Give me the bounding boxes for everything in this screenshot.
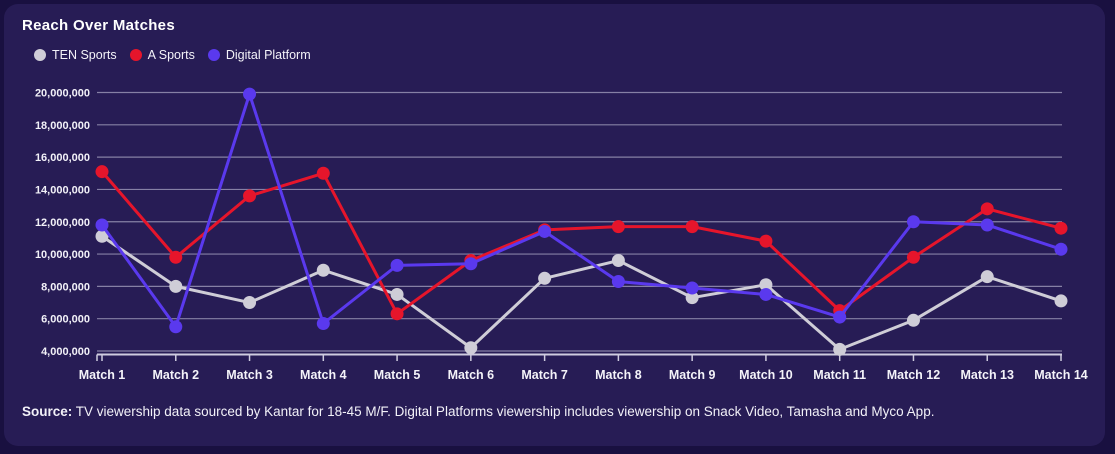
data-point-digital-platform[interactable]	[169, 320, 183, 334]
data-point-digital-platform[interactable]	[390, 258, 404, 272]
data-point-ten-sports[interactable]	[95, 229, 109, 243]
data-point-digital-platform[interactable]	[538, 224, 552, 238]
y-axis-tick-label: 20,000,000	[35, 88, 90, 100]
data-point-digital-platform[interactable]	[759, 287, 773, 301]
data-point-digital-platform[interactable]	[833, 310, 847, 324]
series-line-digital-platform	[100, 92, 1063, 329]
source-label: Source:	[22, 404, 73, 419]
data-point-ten-sports[interactable]	[169, 279, 183, 293]
data-point-a-sports[interactable]	[1054, 221, 1068, 235]
data-point-ten-sports[interactable]	[538, 271, 552, 285]
data-point-ten-sports[interactable]	[390, 287, 404, 301]
x-axis-tick-label: Match 11	[813, 368, 866, 382]
y-axis-tick-label: 10,000,000	[35, 249, 90, 261]
legend-marker-icon	[207, 49, 220, 61]
legend-item-a-sports[interactable]: A Sports	[129, 48, 195, 62]
x-axis-tick-label: Match 2	[152, 368, 199, 382]
x-axis-tick-label: Match 9	[669, 368, 716, 382]
data-point-digital-platform[interactable]	[906, 215, 920, 229]
series-line-a-sports	[100, 170, 1063, 316]
source-note: Source: TV viewership data sourced by Ka…	[22, 404, 934, 419]
x-axis-tick-label: Match 7	[521, 368, 568, 382]
data-point-ten-sports[interactable]	[759, 278, 773, 292]
x-axis-tick-label: Match 8	[595, 368, 642, 382]
data-point-ten-sports[interactable]	[685, 291, 699, 305]
data-point-digital-platform[interactable]	[980, 218, 994, 232]
data-point-a-sports[interactable]	[759, 234, 773, 248]
source-text: TV viewership data sourced by Kantar for…	[72, 404, 935, 419]
data-point-ten-sports[interactable]	[464, 341, 478, 355]
data-point-digital-platform[interactable]	[611, 275, 625, 289]
data-point-digital-platform[interactable]	[464, 257, 478, 271]
x-axis-tick-label: Match 12	[887, 368, 941, 382]
x-axis-tick-label: Match 6	[448, 368, 495, 382]
legend-item-label: A Sports	[147, 48, 195, 62]
x-axis-tick-label: Match 13	[960, 368, 1014, 382]
y-axis-tick-label: 16,000,000	[35, 152, 90, 164]
x-axis-tick-label: Match 5	[374, 368, 421, 382]
legend-item-label: TEN Sports	[52, 48, 117, 62]
data-point-digital-platform[interactable]	[95, 218, 109, 232]
chart-legend: TEN Sports A Sports Digital Platform	[34, 48, 311, 62]
chart-card: Reach Over Matches TEN Sports A Sports Dig…	[4, 4, 1105, 446]
line-chart: 20,000,000 18,000,000 16,000,000 14,000,000…	[35, 87, 1088, 383]
y-axis-tick-label: 4,000,000	[41, 346, 90, 358]
x-axis-tick-label: Match 1	[79, 368, 126, 382]
data-point-ten-sports[interactable]	[611, 254, 625, 268]
data-point-a-sports[interactable]	[316, 166, 330, 180]
legend-marker-icon	[129, 49, 142, 61]
data-point-ten-sports[interactable]	[906, 313, 920, 327]
data-point-digital-platform[interactable]	[316, 317, 330, 331]
data-point-a-sports[interactable]	[95, 165, 109, 179]
data-point-ten-sports[interactable]	[833, 342, 847, 356]
data-point-digital-platform[interactable]	[685, 281, 699, 295]
data-point-ten-sports[interactable]	[980, 270, 994, 284]
data-point-ten-sports[interactable]	[316, 263, 330, 277]
legend-marker-icon	[34, 49, 46, 61]
y-axis-tick-label: 8,000,000	[41, 281, 90, 293]
data-point-a-sports[interactable]	[685, 220, 699, 234]
data-point-digital-platform[interactable]	[1054, 242, 1068, 256]
x-axis-tick-label: Match 4	[300, 368, 347, 382]
data-point-digital-platform[interactable]	[243, 87, 257, 101]
legend-item-digital-platform[interactable]: Digital Platform	[207, 48, 311, 62]
legend-item-ten-sports[interactable]: TEN Sports	[34, 48, 117, 62]
data-point-a-sports[interactable]	[169, 250, 183, 264]
y-axis-tick-label: 14,000,000	[35, 184, 90, 196]
y-axis-tick-label: 12,000,000	[35, 217, 90, 229]
series-line-ten-sports	[100, 234, 1063, 351]
data-point-a-sports[interactable]	[390, 307, 404, 321]
x-axis-tick-label: Match 14	[1034, 368, 1088, 382]
data-point-a-sports[interactable]	[906, 250, 920, 264]
data-point-a-sports[interactable]	[611, 220, 625, 234]
x-axis-tick-label: Match 3	[226, 368, 273, 382]
legend-item-label: Digital Platform	[225, 48, 311, 62]
chart-title: Reach Over Matches	[22, 17, 175, 34]
data-point-ten-sports[interactable]	[243, 296, 257, 310]
data-point-a-sports[interactable]	[243, 189, 257, 203]
y-axis-tick-label: 18,000,000	[35, 120, 90, 132]
data-point-ten-sports[interactable]	[1054, 294, 1068, 308]
y-axis-tick-label: 6,000,000	[41, 314, 90, 326]
data-point-a-sports[interactable]	[980, 202, 994, 216]
x-axis-tick-label: Match 10	[739, 368, 793, 382]
